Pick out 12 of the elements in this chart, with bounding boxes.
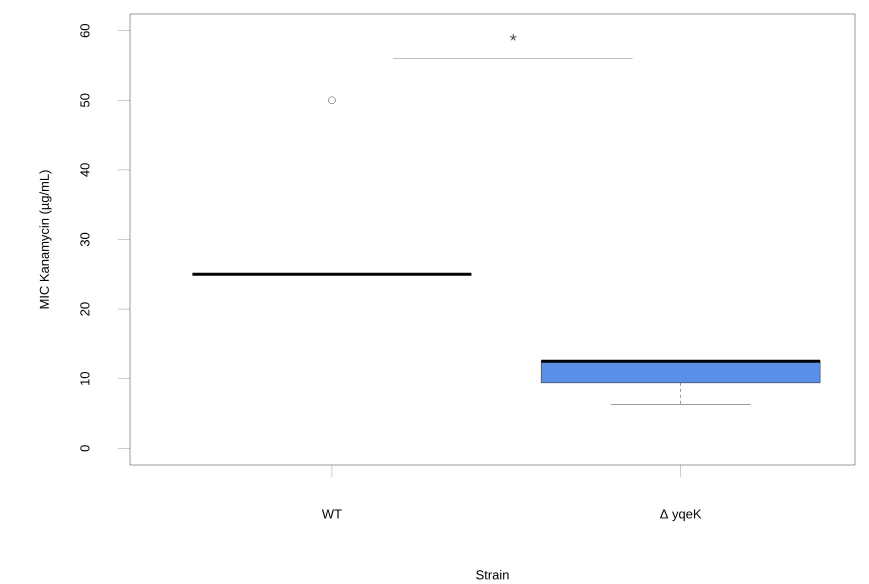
- annotation: *: [510, 34, 516, 41]
- y-tick-label: 60: [80, 24, 90, 38]
- y-tick-label: 10: [80, 372, 90, 385]
- y-axis-title: MIC Kanamycin (µg/mL): [39, 170, 52, 308]
- x-tick-label: Δ yqeK: [660, 510, 702, 522]
- y-tick-label: 50: [80, 94, 90, 107]
- x-tick-label: WT: [322, 510, 342, 518]
- x-axis-title: Strain: [476, 570, 509, 580]
- y-tick-label: 0: [80, 445, 90, 452]
- y-tick-label: 20: [80, 302, 90, 316]
- y-tick-label: 30: [80, 232, 90, 246]
- y-tick-label: 40: [80, 163, 90, 177]
